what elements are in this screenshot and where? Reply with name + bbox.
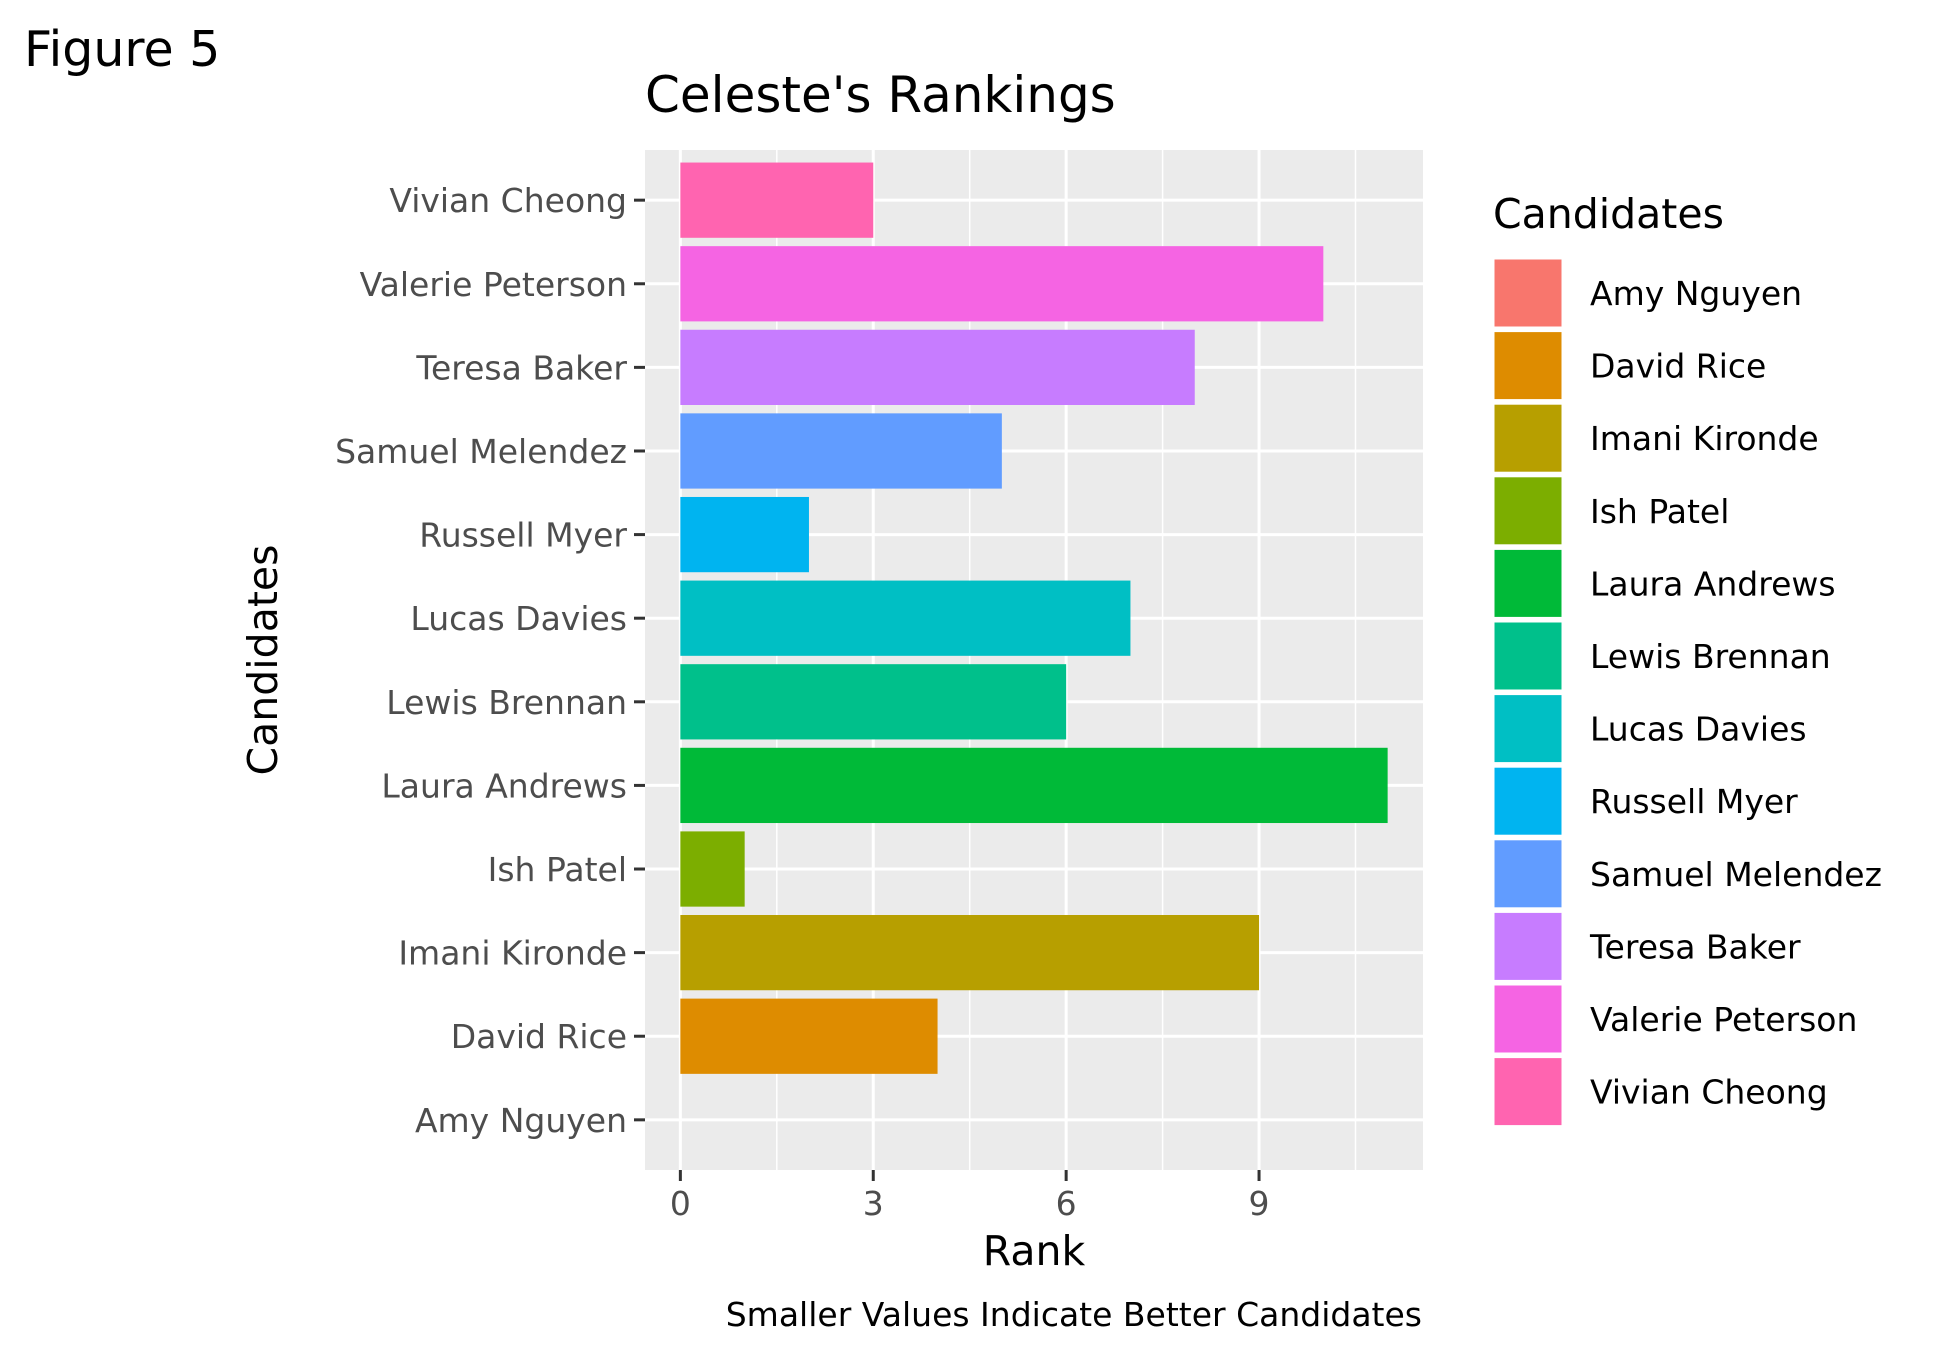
bar-teresa-baker [680, 329, 1195, 405]
legend-label: Vivian Cheong [1590, 1073, 1828, 1112]
legend-label: Lewis Brennan [1590, 637, 1831, 676]
legend-label: Samuel Melendez [1590, 855, 1882, 894]
bar-laura-andrews [680, 747, 1388, 824]
x-tick-label: 0 [670, 1184, 691, 1223]
bars [680, 162, 1388, 1074]
legend: Amy Nguyen David Rice Imani Kironde Ish Pat… [1491, 256, 1882, 1129]
legend-key [1491, 837, 1565, 911]
bar-samuel-melendez [680, 413, 1002, 489]
bar-imani-kironde [680, 915, 1260, 991]
y-tick-label: Russell Myer [419, 516, 627, 555]
bar-valerie-peterson [680, 246, 1324, 322]
legend-label: Lucas Davies [1590, 710, 1807, 749]
legend-key [1491, 982, 1565, 1056]
legend-label: Russell Myer [1590, 782, 1798, 821]
bar-ish-patel [680, 831, 745, 907]
bar-david-rice [680, 998, 938, 1074]
x-axis-title: Rank [983, 1227, 1086, 1275]
legend-key [1491, 329, 1565, 403]
legend-key [1491, 401, 1565, 475]
legend-key [1491, 764, 1565, 838]
legend-key [1491, 692, 1565, 766]
bar-russell-myer [680, 496, 809, 573]
y-tick-label: Lucas Davies [410, 599, 627, 638]
x-tick-label: 9 [1249, 1184, 1270, 1223]
chart-caption: Smaller Values Indicate Better Candidate… [726, 1295, 1422, 1334]
bar-lucas-davies [680, 580, 1131, 656]
legend-label: Teresa Baker [1589, 927, 1801, 966]
y-axis: Amy Nguyen David Rice Imani Kironde Ish Pat… [335, 181, 645, 1140]
y-tick-label: Teresa Baker [415, 348, 627, 387]
legend-key [1491, 619, 1565, 693]
figure-label: Figure 5 [24, 21, 220, 78]
y-tick-label: Valerie Peterson [360, 265, 627, 304]
legend-key [1491, 474, 1565, 548]
chart-title: Celeste's Rankings [645, 66, 1116, 124]
legend-key [1491, 256, 1565, 330]
y-tick-label: Ish Patel [488, 850, 627, 889]
legend-label: Amy Nguyen [1590, 274, 1802, 313]
legend-key [1491, 546, 1565, 620]
y-tick-label: Vivian Cheong [389, 181, 627, 220]
bar-lewis-brennan [680, 664, 1067, 740]
legend-label: Laura Andrews [1590, 564, 1836, 603]
legend-key [1491, 1055, 1565, 1129]
y-tick-label: Imani Kironde [398, 934, 627, 973]
legend-title: Candidates [1493, 190, 1724, 238]
legend-key [1491, 909, 1565, 983]
legend-label: Valerie Peterson [1590, 1000, 1857, 1039]
x-axis: 0 3 6 9 [670, 1170, 1270, 1223]
legend-label: Imani Kironde [1590, 419, 1819, 458]
x-tick-label: 3 [863, 1184, 884, 1223]
y-tick-label: David Rice [451, 1017, 627, 1056]
legend-label: David Rice [1590, 347, 1766, 386]
y-tick-label: Lewis Brennan [386, 683, 627, 722]
y-tick-label: Samuel Melendez [335, 432, 627, 471]
bar-vivian-cheong [680, 162, 874, 238]
y-tick-label: Amy Nguyen [415, 1101, 627, 1140]
y-tick-label: Laura Andrews [381, 766, 627, 805]
x-tick-label: 6 [1056, 1184, 1077, 1223]
y-axis-title: Candidates [239, 545, 287, 776]
legend-label: Ish Patel [1590, 492, 1729, 531]
